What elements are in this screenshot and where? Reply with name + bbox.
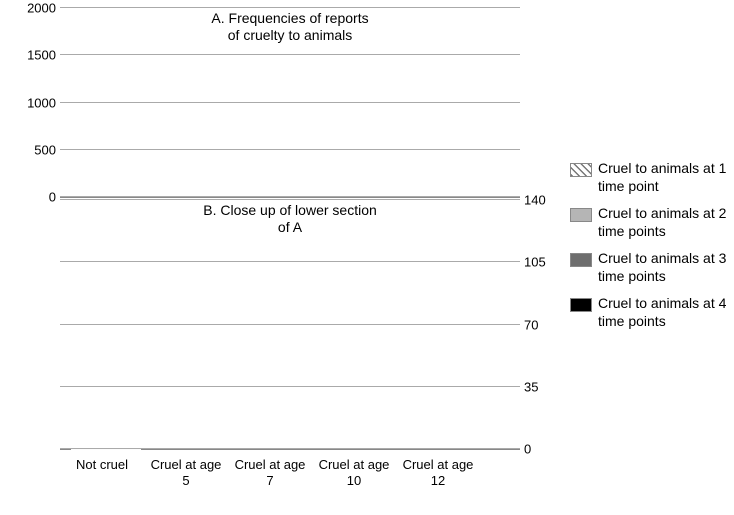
bar-slot xyxy=(244,200,336,449)
x-tick-label: Cruel at age7 xyxy=(235,457,306,488)
y-tick: 105 xyxy=(524,255,546,270)
y-tick: 1500 xyxy=(27,48,56,63)
y-tick: 70 xyxy=(524,317,538,332)
x-tick-label: Not cruel xyxy=(76,457,128,473)
legend-swatch xyxy=(570,208,592,222)
bar-slot xyxy=(336,8,428,197)
bar-slot xyxy=(60,8,152,197)
legend: Cruel to animals at 1 time point Cruel to… xyxy=(570,0,734,515)
bar-slot xyxy=(336,200,428,449)
bar-slot xyxy=(428,200,520,449)
bar-slot xyxy=(60,200,152,449)
panel-a-plot: A. Frequencies of reports of cruelty to … xyxy=(60,8,520,198)
legend-item: Cruel to animals at 1 time point xyxy=(570,160,734,195)
bars xyxy=(60,200,520,449)
chart-area: A. Frequencies of reports of cruelty to … xyxy=(0,0,570,515)
x-tick-label: Cruel at age12 xyxy=(403,457,474,488)
x-tick-label: Cruel at age10 xyxy=(319,457,390,488)
y-tick: 2000 xyxy=(27,1,56,16)
y-tick: 1000 xyxy=(27,95,56,110)
bar-slot xyxy=(244,8,336,197)
y-tick: 0 xyxy=(524,442,531,457)
x-tick-label: Cruel at age5 xyxy=(151,457,222,488)
bar-slot xyxy=(428,8,520,197)
chart-figure: A. Frequencies of reports of cruelty to … xyxy=(0,0,734,515)
legend-item: Cruel to animals at 3 time points xyxy=(570,250,734,285)
bars xyxy=(60,8,520,197)
y-tick: 0 xyxy=(49,190,56,205)
legend-item: Cruel to animals at 2 time points xyxy=(570,205,734,240)
x-axis-labels: Not cruel Cruel at age5 Cruel at age7 Cruel… xyxy=(60,457,520,507)
y-tick: 35 xyxy=(524,379,538,394)
legend-item: Cruel to animals at 4 time points xyxy=(570,295,734,330)
legend-label: Cruel to animals at 2 time points xyxy=(598,205,734,240)
legend-swatch xyxy=(570,298,592,312)
legend-label: Cruel to animals at 1 time point xyxy=(598,160,734,195)
y-tick: 140 xyxy=(524,193,546,208)
panel-b-plot: B. Close up of lower section of A 035701… xyxy=(60,200,520,450)
bar-slot xyxy=(152,200,244,449)
legend-swatch xyxy=(570,163,592,177)
panel-a: A. Frequencies of reports of cruelty to … xyxy=(60,8,560,198)
panel-b: B. Close up of lower section of A 035701… xyxy=(60,200,560,450)
legend-label: Cruel to animals at 4 time points xyxy=(598,295,734,330)
legend-swatch xyxy=(570,253,592,267)
bar-slot xyxy=(152,8,244,197)
legend-label: Cruel to animals at 3 time points xyxy=(598,250,734,285)
y-tick: 500 xyxy=(34,142,56,157)
